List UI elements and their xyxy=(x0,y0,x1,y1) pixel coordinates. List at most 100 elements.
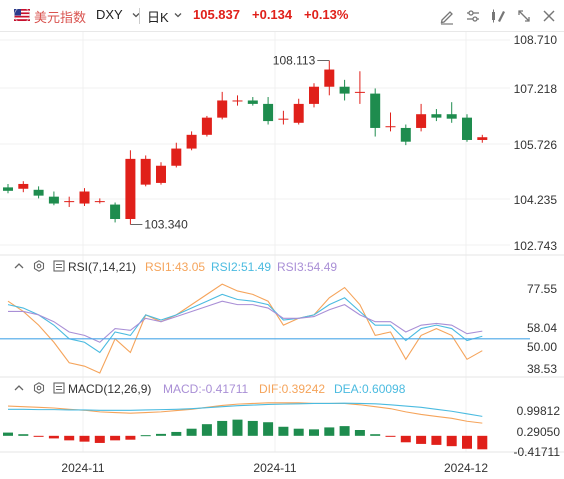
rsi2-value: RSI2:51.49 xyxy=(211,260,272,274)
candle-body xyxy=(354,91,365,93)
date-label: 2024-11 xyxy=(253,461,296,475)
draw-edit-icon[interactable] xyxy=(437,6,457,26)
candle-body xyxy=(110,204,121,219)
instrument-title: 美元指数 xyxy=(34,10,87,25)
macd-axis: 0.99812 0.29050 -0.41711 xyxy=(514,404,561,459)
candle-body xyxy=(171,148,182,166)
macd-bar xyxy=(186,428,197,436)
macd-bar xyxy=(400,435,411,443)
macd-bar xyxy=(477,435,488,450)
settings-sliders-icon[interactable] xyxy=(463,6,483,26)
macd-tick: -0.41711 xyxy=(514,445,561,459)
price-tick: 107.218 xyxy=(514,82,558,96)
candle-body xyxy=(400,127,411,142)
candle-body xyxy=(263,103,274,122)
candle-body xyxy=(125,158,136,219)
price-change-percent: +0.13% xyxy=(304,7,349,22)
macd-bar xyxy=(156,433,166,436)
macd-header: MACD(12,26,9) MACD:-0.41711 DIF:0.39242 … xyxy=(0,381,564,397)
symbol-selector[interactable]: DXY xyxy=(96,7,123,22)
collapse-chevron-icon[interactable] xyxy=(13,260,25,272)
candle-body xyxy=(293,103,304,123)
candle-body xyxy=(156,165,166,183)
rsi-tick: 38.53 xyxy=(527,362,557,376)
macd-value: MACD:-0.41711 xyxy=(163,382,249,396)
macd-bar xyxy=(446,435,457,447)
kline-chart[interactable]: 108.710 107.218 105.726 104.235 102.743 … xyxy=(0,32,564,479)
rsi-label: RSI(7,14,21) xyxy=(68,260,137,274)
candle-body xyxy=(446,114,457,119)
candlestick-series xyxy=(3,60,488,225)
rsi2-line xyxy=(7,293,483,354)
price-tick: 105.726 xyxy=(514,138,558,152)
candle-body xyxy=(247,100,258,104)
macd-bar xyxy=(140,435,151,437)
candle-body xyxy=(339,86,350,94)
chevron-down-icon[interactable] xyxy=(131,10,141,20)
macd-bar xyxy=(232,419,243,436)
chart-tools-icon[interactable] xyxy=(488,6,508,26)
macd-tick: 0.99812 xyxy=(517,404,561,418)
price-tick: 108.710 xyxy=(514,33,558,47)
high-price-label: 108.113 xyxy=(273,54,316,68)
chart-area[interactable]: 108.710 107.218 105.726 104.235 102.743 … xyxy=(0,32,564,479)
fullscreen-icon[interactable] xyxy=(514,6,534,26)
macd-bar xyxy=(339,426,350,436)
macd-bar xyxy=(354,430,365,436)
candle-body xyxy=(309,86,319,104)
dea-line xyxy=(8,402,483,417)
macd-bar xyxy=(64,435,75,441)
rsi-header: RSI(7,14,21) RSI1:43.05 RSI2:51.49 RSI3:… xyxy=(0,259,564,275)
macd-lines xyxy=(7,402,483,424)
indicator-params-icon[interactable] xyxy=(53,260,65,272)
gear-icon[interactable] xyxy=(33,382,45,394)
macd-bar xyxy=(217,420,228,436)
price-change: +0.134 xyxy=(252,7,293,22)
candle-body xyxy=(3,187,13,191)
candle-body xyxy=(232,100,243,102)
chevron-down-icon[interactable] xyxy=(173,10,183,20)
candle-body xyxy=(94,201,105,203)
date-label: 2024-11 xyxy=(61,461,104,475)
macd-bar xyxy=(309,429,319,436)
macd-bar xyxy=(431,435,442,445)
macd-tick: 0.29050 xyxy=(517,425,561,439)
macd-bar xyxy=(48,435,59,439)
grid xyxy=(0,32,564,453)
candle-body xyxy=(431,114,442,118)
macd-bar xyxy=(247,420,258,436)
candle-body xyxy=(416,114,427,128)
rsi3-value: RSI3:54.49 xyxy=(277,260,338,274)
dif-value: DIF:0.39242 xyxy=(259,382,326,396)
indicator-params-icon[interactable] xyxy=(53,382,65,394)
candle-body xyxy=(201,117,212,135)
rsi1-value: RSI1:43.05 xyxy=(145,260,206,274)
macd-bar xyxy=(125,435,136,440)
price-tick: 102.743 xyxy=(514,239,558,253)
candle-body xyxy=(462,117,472,140)
candle-body xyxy=(477,137,488,140)
us-flag-icon xyxy=(14,9,30,21)
candle-body xyxy=(385,126,396,128)
candle-body xyxy=(79,191,90,204)
macd-bar xyxy=(370,434,381,436)
rsi-tick: 50.00 xyxy=(527,340,557,354)
dea-value: DEA:0.60098 xyxy=(334,382,406,396)
candle-body xyxy=(18,183,29,189)
divider xyxy=(139,8,140,24)
rsi3-line xyxy=(8,300,483,343)
close-icon[interactable] xyxy=(539,6,559,26)
low-price-label: 103.340 xyxy=(144,217,188,231)
last-price: 105.837 xyxy=(193,7,240,22)
macd-label: MACD(12,26,9) xyxy=(68,382,152,396)
macd-bar xyxy=(278,426,289,436)
candle-body xyxy=(370,93,381,128)
period-selector[interactable]: 日K xyxy=(147,10,169,25)
collapse-chevron-icon[interactable] xyxy=(13,382,25,394)
candle-body xyxy=(278,118,289,120)
macd-bar xyxy=(79,435,90,442)
chart-header: 美元指数 DXY 日K 105.837 +0.134 +0.13% xyxy=(0,0,564,32)
macd-bar xyxy=(201,424,212,436)
date-label: 2024-12 xyxy=(444,461,488,475)
gear-icon[interactable] xyxy=(33,260,45,272)
